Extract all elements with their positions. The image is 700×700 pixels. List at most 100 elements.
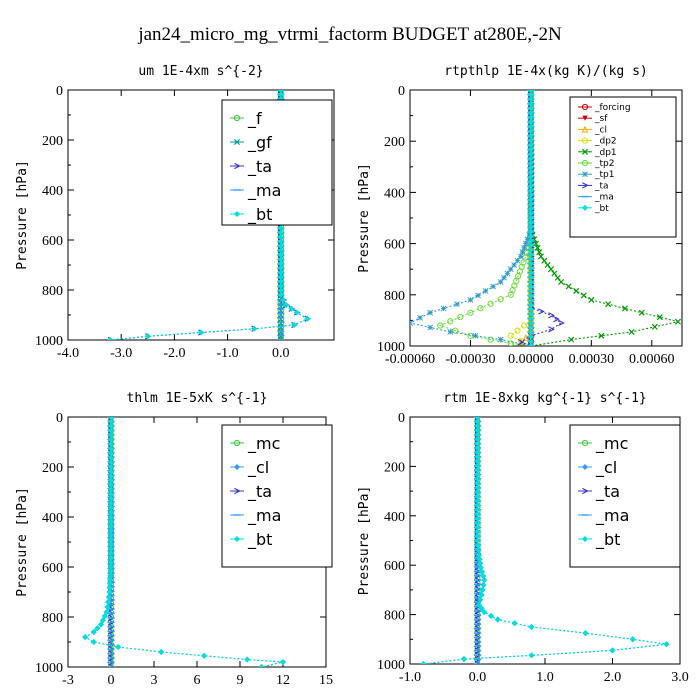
y-tick-label: 800 [42, 611, 63, 626]
data-point [580, 292, 587, 299]
data-point [548, 312, 555, 319]
panel-title: rtpthlp 1E-4x(kg K)/(kg s) [444, 64, 648, 79]
legend-label: _ta [595, 482, 620, 502]
y-tick-label: 400 [384, 186, 405, 201]
x-tick-label: 0.00000 [508, 352, 554, 367]
data-point [467, 297, 474, 303]
data-point [541, 257, 548, 264]
legend-marker [234, 162, 241, 170]
data-point [454, 301, 460, 308]
data-point [553, 316, 560, 323]
y-tick-label: 600 [42, 561, 63, 576]
data-point [477, 596, 484, 603]
legend-item: _forcing [578, 103, 631, 113]
y-tick-label: 200 [384, 135, 405, 150]
data-point [197, 329, 205, 336]
legend-item: _f [230, 109, 262, 129]
legend-label: _forcing [594, 103, 631, 113]
data-point [474, 660, 482, 664]
legend-marker [582, 115, 588, 121]
panel-title: thlm 1E-5xK s^{-1} [127, 391, 268, 406]
data-point [82, 633, 89, 641]
data-point [494, 616, 501, 623]
legend-label: _ma [247, 506, 281, 526]
x-tick-label: -1.0 [217, 346, 239, 361]
x-tick-label: 3 [151, 673, 158, 688]
data-point [97, 621, 104, 628]
data-point [538, 308, 545, 315]
data-point [548, 326, 555, 333]
data-point [517, 253, 524, 260]
data-point [440, 305, 447, 312]
data-point [105, 598, 112, 606]
x-tick-label: -3.0 [110, 346, 132, 361]
data-point [279, 658, 287, 666]
x-tick-label: -3 [62, 673, 74, 688]
data-point [588, 296, 595, 303]
legend-marker [233, 138, 241, 146]
data-point [472, 332, 479, 339]
data-point [568, 336, 575, 343]
data-point [490, 283, 497, 290]
series-line [530, 90, 679, 346]
figure-title: jan24_micro_mg_vtrmi_factorm BUDGET at28… [137, 24, 562, 45]
x-tick-label: 0.0 [469, 670, 487, 685]
data-point [514, 327, 521, 334]
legend-label: _bt [247, 205, 272, 225]
data-point [457, 313, 464, 321]
data-point [674, 318, 681, 325]
data-point [582, 630, 589, 637]
legend-item: _tp1 [578, 170, 614, 180]
panel-title: um 1E-4xm s^{-2} [138, 64, 263, 79]
legend-label: _tp1 [594, 170, 614, 180]
legend-marker [582, 182, 589, 189]
legend-label: _ta [594, 181, 609, 191]
legend-label: _ta [247, 157, 272, 177]
legend-box [569, 424, 681, 568]
data-point [528, 623, 535, 630]
chart-panel-1: um 1E-4xm s^{-2} 0 200 400 600 800 1000-4.0 -3.… [15, 64, 335, 361]
legend-item: _bt [578, 204, 609, 214]
legend-label: _bt [595, 530, 620, 550]
x-tick-label: 1.0 [536, 670, 554, 685]
data-point [106, 588, 113, 596]
data-point [537, 253, 544, 260]
data-point [517, 339, 525, 346]
data-point [521, 244, 528, 251]
data-point [90, 638, 97, 646]
data-point [447, 329, 454, 335]
data-point [629, 636, 636, 643]
data-point [501, 274, 507, 281]
y-tick-label: 200 [42, 461, 63, 476]
series-line [438, 90, 532, 346]
data-point [507, 291, 514, 298]
data-point [663, 641, 670, 648]
legend-marker [233, 210, 241, 218]
data-point [105, 593, 112, 601]
data-point [524, 236, 531, 243]
y-tick-label: 600 [384, 559, 405, 574]
series-tp2 [437, 90, 534, 346]
data-point [504, 270, 511, 277]
series-line [410, 90, 532, 346]
legend-box [221, 99, 333, 226]
legend-item: _bt [230, 530, 272, 550]
data-point [519, 249, 526, 256]
data-point [481, 576, 488, 584]
data-point [511, 620, 518, 627]
y-tick-label: 0 [56, 411, 63, 426]
chart-panel-2: rtpthlp 1E-4x(kg K)/(kg s) 0 200 400 600 800 1… [357, 64, 683, 367]
series-group [410, 90, 681, 346]
data-point [497, 279, 504, 285]
data-point [487, 612, 495, 619]
y-axis-label: Pressure [hPa] [15, 487, 30, 597]
data-point [527, 342, 534, 346]
legend-marker [581, 125, 589, 133]
y-tick-label: 400 [42, 511, 63, 526]
data-point [277, 336, 284, 340]
data-point [478, 591, 485, 598]
x-tick-label: -0.00060 [385, 352, 435, 367]
data-point [427, 324, 434, 331]
legend-marker [234, 487, 241, 495]
data-point [481, 609, 488, 616]
